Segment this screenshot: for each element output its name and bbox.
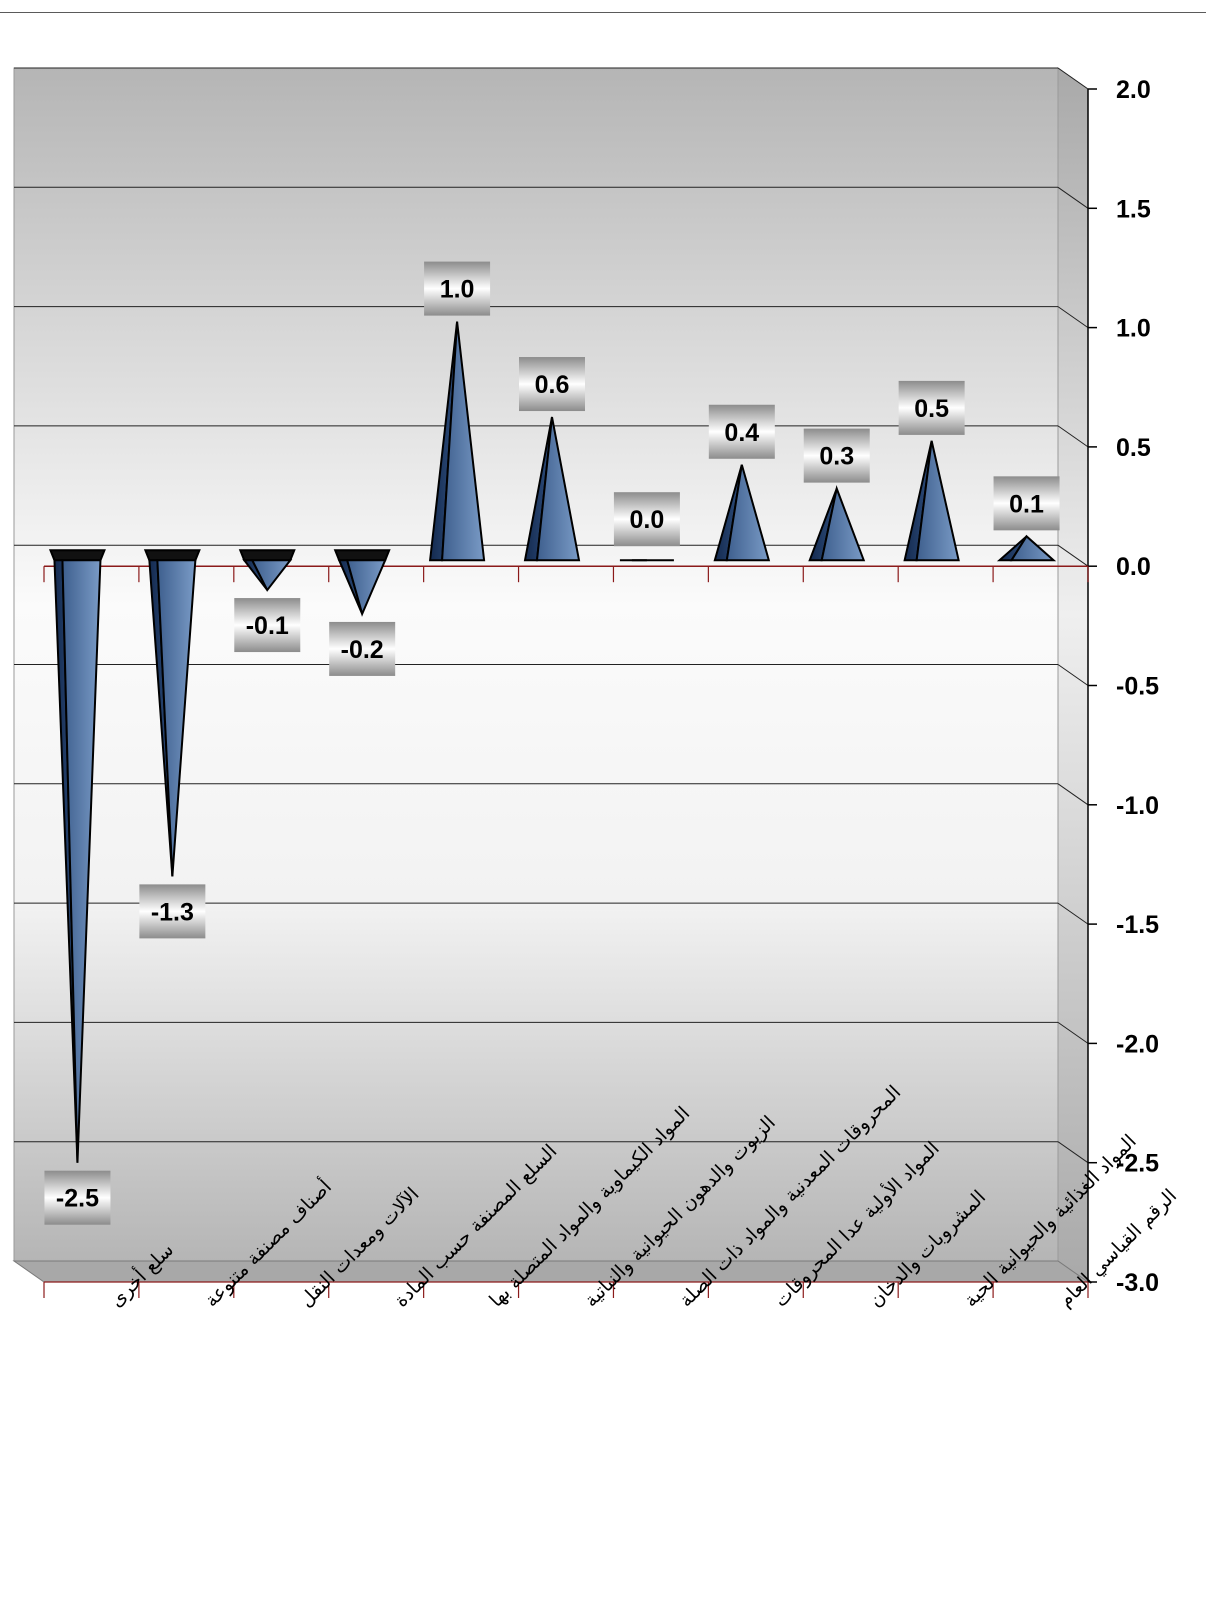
pyramid-bar bbox=[238, 549, 296, 592]
data-label-box bbox=[993, 476, 1060, 531]
pyramid-bar bbox=[903, 440, 960, 562]
data-label-text: -1.3 bbox=[151, 898, 194, 926]
pyramid-bar bbox=[143, 549, 201, 877]
pyramid-cap bbox=[48, 549, 106, 562]
data-label-text: -2.5 bbox=[56, 1185, 99, 1213]
y-tick-label: 1.0 bbox=[1116, 315, 1151, 343]
data-label-text: -0.1 bbox=[246, 612, 289, 640]
data-label-text: 0.1 bbox=[1009, 490, 1044, 518]
data-label: -2.5 bbox=[44, 1170, 111, 1225]
pyramid-face-light bbox=[61, 559, 102, 1163]
y-tick-label: 2.0 bbox=[1116, 76, 1151, 104]
data-label-box bbox=[708, 404, 775, 459]
y-tick-label: 0.0 bbox=[1116, 553, 1151, 581]
data-label-text: 1.0 bbox=[440, 276, 475, 304]
pyramid-face-light bbox=[915, 440, 960, 562]
data-label-box bbox=[234, 598, 301, 653]
data-label-box bbox=[898, 380, 965, 435]
data-label-text: 0.4 bbox=[724, 419, 759, 447]
gridline-side bbox=[1057, 1141, 1089, 1164]
pyramid-cap bbox=[143, 549, 201, 562]
data-label-box bbox=[424, 261, 491, 316]
y-tick-label: -1.5 bbox=[1116, 911, 1159, 939]
pyramid-face-light bbox=[1009, 534, 1057, 562]
pyramid-cap bbox=[238, 549, 296, 562]
data-label: -0.2 bbox=[329, 621, 396, 676]
pyramid-face-light bbox=[725, 464, 771, 562]
data-label: 0.0 bbox=[613, 492, 680, 547]
data-label: -0.1 bbox=[234, 598, 301, 653]
data-label-box bbox=[803, 428, 870, 483]
pyramid-face-light bbox=[535, 416, 581, 562]
data-label-text: -0.2 bbox=[341, 636, 384, 664]
data-label-box bbox=[329, 621, 396, 676]
y-tick-label: -0.5 bbox=[1116, 673, 1159, 701]
pyramid-bar bbox=[523, 416, 581, 562]
gridline-side bbox=[1057, 1021, 1089, 1044]
data-label-box bbox=[519, 357, 585, 412]
data-label: 1.0 bbox=[424, 261, 491, 316]
data-label: 0.5 bbox=[898, 380, 965, 435]
gridline-side bbox=[1057, 544, 1089, 567]
pyramid-face-light bbox=[250, 559, 293, 592]
data-label-box bbox=[613, 492, 680, 547]
pyramid-face-light bbox=[441, 321, 486, 562]
gridline-side bbox=[1057, 186, 1089, 209]
gridline-side bbox=[1057, 306, 1089, 329]
y-tick-label: -2.0 bbox=[1116, 1030, 1159, 1058]
data-label-text: 0.5 bbox=[914, 395, 949, 423]
pyramid-face-light bbox=[345, 559, 387, 617]
pyramid-face-light bbox=[156, 559, 197, 877]
y-tick-label: 1.5 bbox=[1116, 195, 1151, 223]
data-label: 0.1 bbox=[993, 476, 1060, 531]
data-label-box bbox=[44, 1170, 111, 1225]
data-label-text: 0.6 bbox=[535, 371, 570, 399]
pyramid-bar bbox=[428, 321, 486, 562]
pyramid-bar bbox=[713, 464, 771, 562]
pyramid-bar bbox=[333, 549, 391, 617]
pyramid-face-light bbox=[820, 485, 866, 562]
gridline-side bbox=[1057, 425, 1089, 448]
gridline-side bbox=[1057, 664, 1089, 686]
y-tick-label: -1.0 bbox=[1116, 792, 1159, 820]
y-tick-label: -3.0 bbox=[1116, 1269, 1159, 1297]
pyramid-bar bbox=[808, 485, 866, 562]
top-rule bbox=[0, 12, 1206, 13]
pyramid-bar bbox=[48, 549, 106, 1163]
y-tick-label: -2.5 bbox=[1116, 1150, 1159, 1178]
data-label: 0.4 bbox=[708, 404, 775, 459]
data-label-box bbox=[139, 884, 206, 939]
gridline-side bbox=[1057, 67, 1089, 90]
gridline-side bbox=[1057, 783, 1089, 806]
pyramid-bar bbox=[996, 534, 1057, 562]
gridline-side bbox=[1057, 902, 1089, 925]
data-label-text: 0.3 bbox=[819, 443, 854, 471]
data-label: -1.3 bbox=[139, 884, 206, 939]
data-label-text: 0.0 bbox=[630, 506, 665, 534]
data-label: 0.6 bbox=[519, 357, 585, 412]
pyramid-cap bbox=[333, 549, 391, 562]
y-tick-label: 0.5 bbox=[1116, 434, 1151, 462]
data-label: 0.3 bbox=[803, 428, 870, 483]
